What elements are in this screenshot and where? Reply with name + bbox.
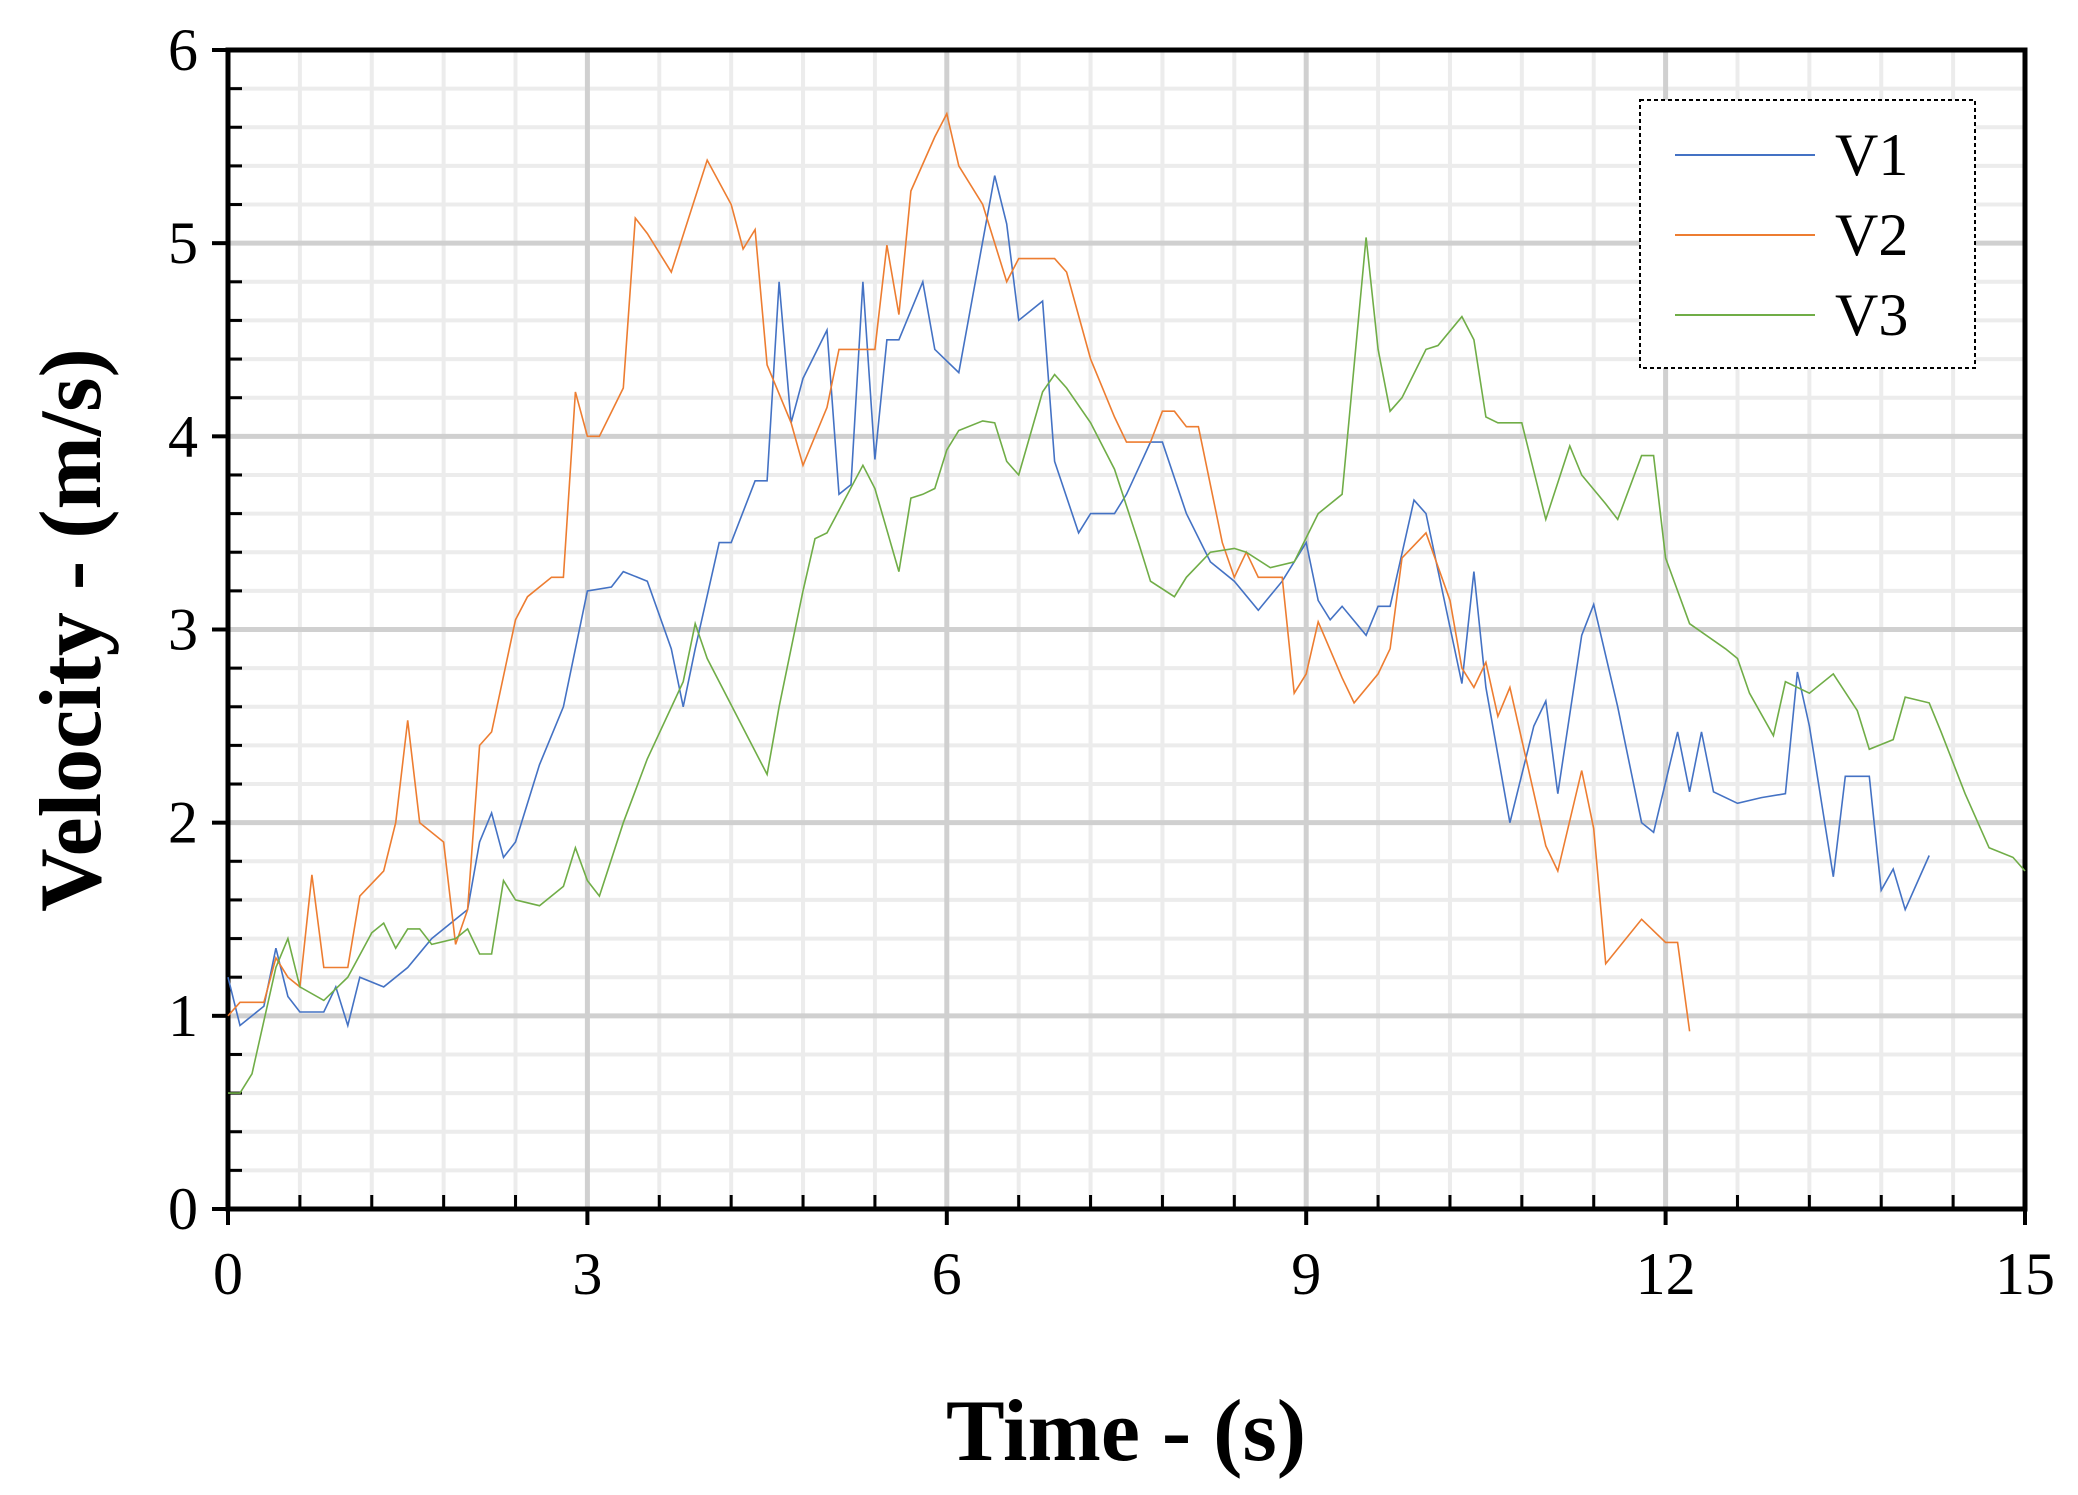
x-tick-label: 3 [572, 1241, 602, 1307]
x-tick-label: 6 [932, 1241, 962, 1307]
x-tick-label: 15 [1995, 1241, 2055, 1307]
legend-label: V2 [1835, 202, 1908, 268]
y-tick-label: 5 [168, 210, 198, 276]
y-tick-label: 4 [168, 403, 198, 469]
x-tick-label: 12 [1636, 1241, 1696, 1307]
legend-label: V1 [1835, 122, 1908, 188]
legend-label: V3 [1835, 282, 1908, 348]
y-tick-label: 0 [168, 1176, 198, 1242]
x-axis-label: Time - (s) [946, 1383, 1306, 1480]
series-line [227, 111, 1691, 1032]
y-tick-label: 2 [168, 790, 198, 856]
series-line [227, 175, 1930, 1029]
y-tick-label: 6 [168, 17, 198, 83]
plot-frame [225, 47, 2028, 1212]
x-tick-label: 9 [1291, 1241, 1321, 1307]
y-tick-label: 1 [168, 983, 198, 1049]
series-line [228, 237, 2026, 1094]
x-tick-label: 0 [213, 1241, 243, 1307]
y-tick-label: 3 [168, 597, 198, 663]
y-axis-label: Velocity - (m/s) [23, 348, 120, 912]
